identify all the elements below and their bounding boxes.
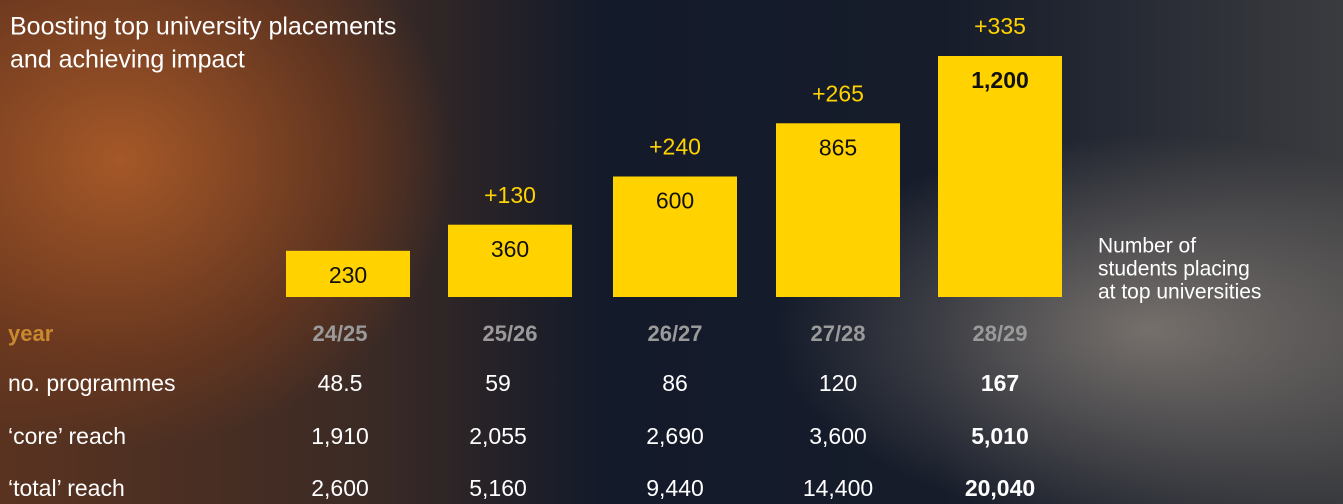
row-label: no. programmes: [8, 370, 175, 396]
table-cell: 120: [819, 370, 857, 396]
x-tick-label: 24/25: [312, 321, 367, 346]
x-tick-label: 27/28: [810, 321, 865, 346]
table-cell: 5,010: [971, 423, 1029, 449]
value-label: 1,200: [971, 67, 1029, 93]
x-tick-label: 25/26: [482, 321, 537, 346]
increment-label: +130: [484, 182, 536, 208]
chart: Boosting top university placements and ac…: [0, 0, 1343, 504]
chart-title: Boosting top university placements: [10, 13, 396, 41]
table-cell: 2,600: [311, 475, 369, 501]
table-cell: 86: [662, 370, 688, 396]
side-label: students placing: [1098, 258, 1250, 281]
side-label: at top universities: [1098, 281, 1261, 304]
table-cell: 9,440: [646, 475, 704, 501]
value-label: 600: [656, 188, 694, 214]
table-cell: 3,600: [809, 423, 867, 449]
increment-label: +240: [649, 134, 701, 160]
table-cell: 167: [981, 370, 1019, 396]
table-cell: 48.5: [318, 370, 363, 396]
increment-label: +335: [974, 13, 1026, 39]
x-tick-label: 26/27: [647, 321, 702, 346]
table-cell: 5,160: [469, 475, 527, 501]
value-label: 230: [329, 262, 367, 288]
table-header: year: [8, 321, 54, 346]
side-label: Number of: [1098, 235, 1196, 258]
chart-title: and achieving impact: [10, 46, 245, 74]
table-cell: 2,055: [469, 423, 527, 449]
value-label: 865: [819, 134, 857, 160]
increment-label: +265: [812, 80, 864, 106]
row-label: ‘core’ reach: [8, 423, 126, 449]
x-tick-label: 28/29: [972, 321, 1027, 346]
table-cell: 20,040: [965, 475, 1035, 501]
table-cell: 2,690: [646, 423, 704, 449]
table-cell: 14,400: [803, 475, 873, 501]
table-cell: 59: [485, 370, 511, 396]
slide: Boosting top university placements and ac…: [0, 0, 1343, 504]
table-cell: 1,910: [311, 423, 369, 449]
value-label: 360: [491, 236, 529, 262]
row-label: ‘total’ reach: [8, 475, 125, 501]
